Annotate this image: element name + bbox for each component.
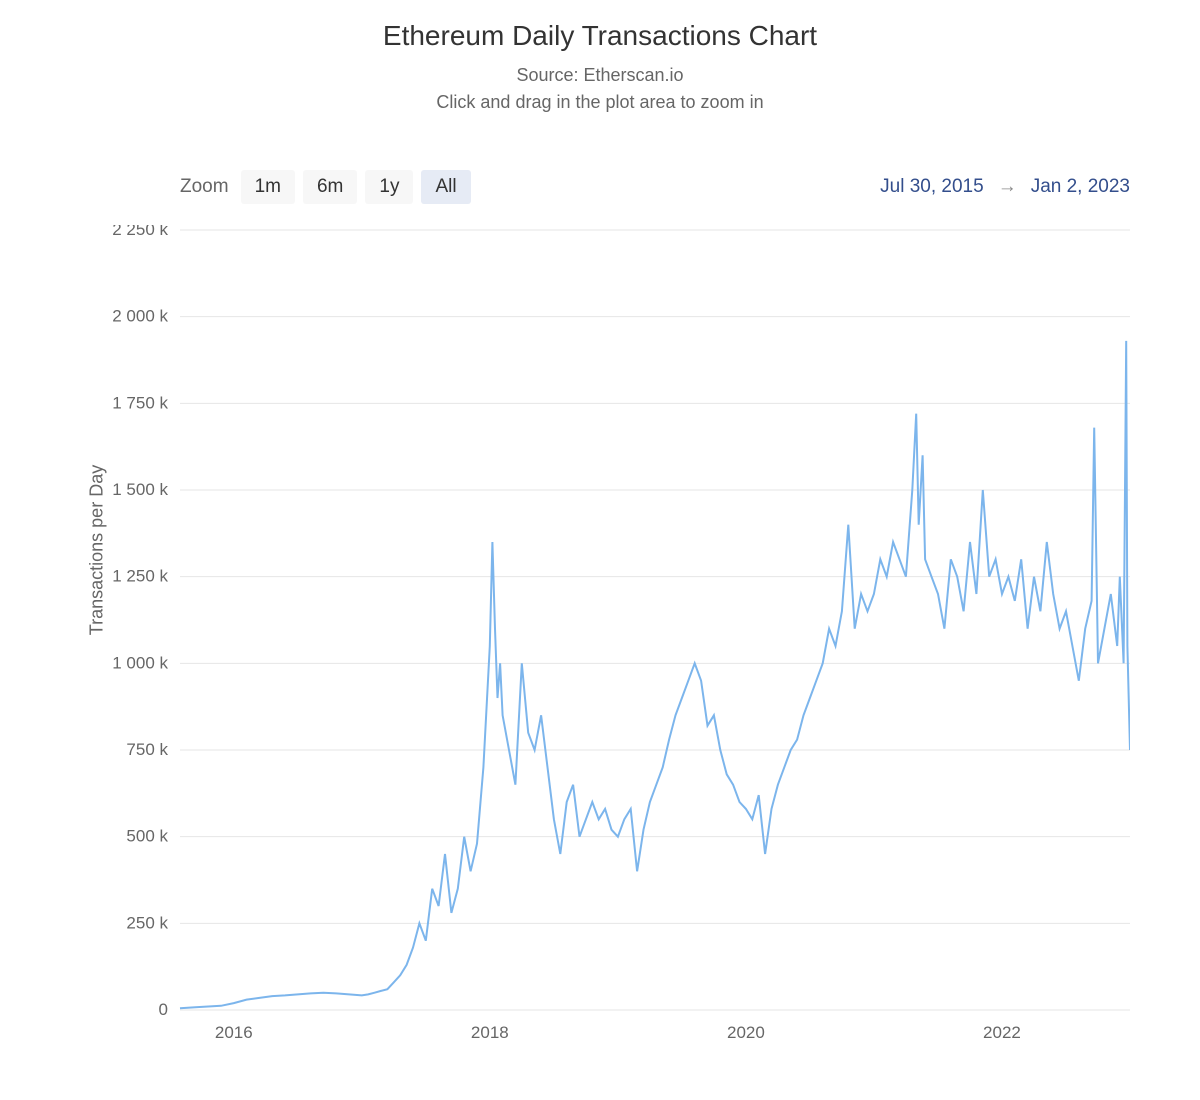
controls-row: Zoom 1m 6m 1y All Jul 30, 2015 → Jan 2, … — [180, 170, 1130, 204]
zoom-group: Zoom 1m 6m 1y All — [180, 170, 471, 204]
svg-text:500 k: 500 k — [126, 827, 168, 846]
svg-text:1 000 k: 1 000 k — [112, 653, 168, 672]
subtitle-source: Source: Etherscan.io — [516, 65, 683, 85]
zoom-label: Zoom — [180, 176, 229, 198]
arrow-icon: → — [998, 176, 1017, 198]
subtitle-hint: Click and drag in the plot area to zoom … — [436, 92, 763, 112]
zoom-btn-1y[interactable]: 1y — [365, 170, 413, 204]
svg-text:1 500 k: 1 500 k — [112, 480, 168, 499]
date-range-end[interactable]: Jan 2, 2023 — [1031, 176, 1130, 198]
svg-text:250 k: 250 k — [126, 913, 168, 932]
zoom-btn-6m[interactable]: 6m — [303, 170, 357, 204]
chart-subtitle: Source: Etherscan.io Click and drag in t… — [0, 62, 1200, 116]
svg-text:2018: 2018 — [471, 1023, 509, 1042]
svg-text:2 250 k: 2 250 k — [112, 225, 168, 239]
plot-area[interactable]: 0 250 k 500 k 750 k 1 000 k 1 250 k 1 500 k 1 7… — [90, 225, 1130, 1050]
zoom-btn-1m[interactable]: 1m — [241, 170, 295, 204]
zoom-btn-all[interactable]: All — [421, 170, 470, 204]
svg-text:2020: 2020 — [727, 1023, 765, 1042]
svg-text:2 000 k: 2 000 k — [112, 307, 168, 326]
svg-text:1 250 k: 1 250 k — [112, 567, 168, 586]
svg-text:2016: 2016 — [215, 1023, 253, 1042]
svg-text:0: 0 — [159, 1000, 168, 1019]
svg-text:750 k: 750 k — [126, 740, 168, 759]
svg-text:1 750 k: 1 750 k — [112, 393, 168, 412]
date-range: Jul 30, 2015 → Jan 2, 2023 — [880, 176, 1130, 198]
svg-text:2022: 2022 — [983, 1023, 1021, 1042]
date-range-start[interactable]: Jul 30, 2015 — [880, 176, 984, 198]
chart-title: Ethereum Daily Transactions Chart — [0, 0, 1200, 52]
chart-container: Ethereum Daily Transactions Chart Source… — [0, 0, 1200, 1100]
chart-svg[interactable]: 0 250 k 500 k 750 k 1 000 k 1 250 k 1 500 k 1 7… — [90, 225, 1130, 1050]
